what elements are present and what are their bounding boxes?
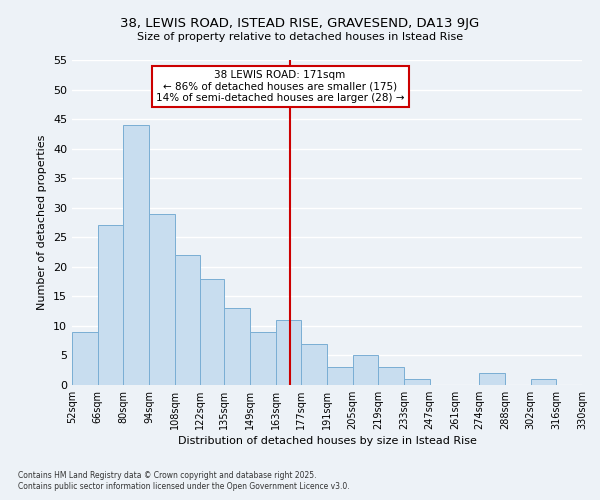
Bar [275,320,301,385]
Bar [175,255,200,385]
Text: Contains public sector information licensed under the Open Government Licence v3: Contains public sector information licen… [18,482,350,491]
Bar [149,214,175,385]
Bar [353,356,379,385]
Bar [479,373,505,385]
Text: 38, LEWIS ROAD, ISTEAD RISE, GRAVESEND, DA13 9JG: 38, LEWIS ROAD, ISTEAD RISE, GRAVESEND, … [121,18,479,30]
Bar [124,125,149,385]
Bar [327,368,353,385]
Text: 38 LEWIS ROAD: 171sqm
← 86% of detached houses are smaller (175)
14% of semi-det: 38 LEWIS ROAD: 171sqm ← 86% of detached … [156,70,404,103]
Text: Contains HM Land Registry data © Crown copyright and database right 2025.: Contains HM Land Registry data © Crown c… [18,470,317,480]
Y-axis label: Number of detached properties: Number of detached properties [37,135,47,310]
Text: Size of property relative to detached houses in Istead Rise: Size of property relative to detached ho… [137,32,463,42]
Bar [379,368,404,385]
Bar [250,332,275,385]
Bar [301,344,327,385]
X-axis label: Distribution of detached houses by size in Istead Rise: Distribution of detached houses by size … [178,436,476,446]
Bar [98,226,124,385]
Bar [72,332,98,385]
Bar [200,278,224,385]
Bar [224,308,250,385]
Bar [404,379,430,385]
Bar [530,379,556,385]
